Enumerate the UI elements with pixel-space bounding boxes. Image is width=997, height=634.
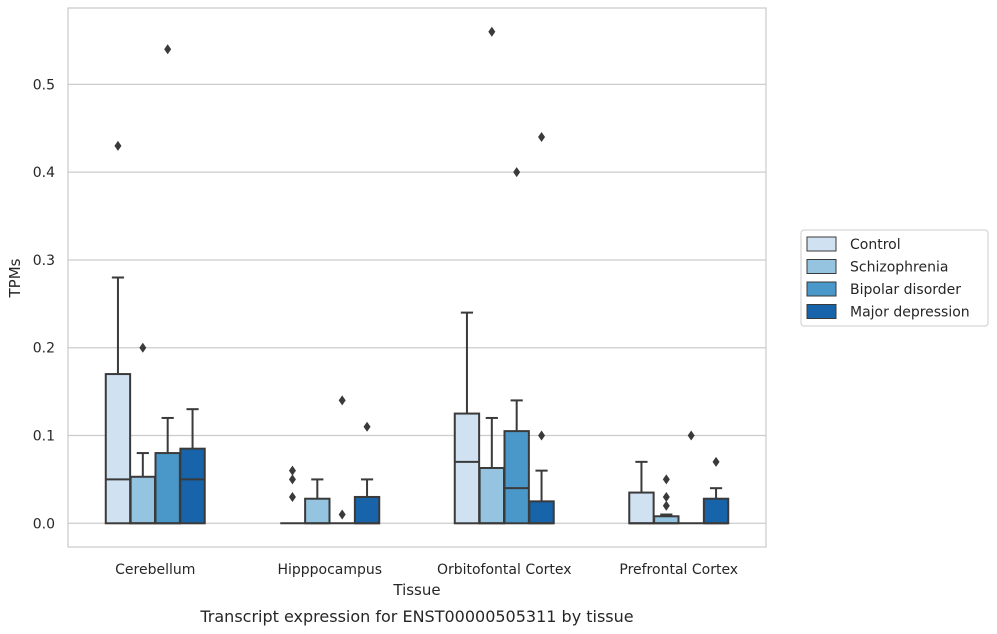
box-major-depression	[528, 132, 555, 525]
box-body	[353, 495, 381, 525]
box-body	[453, 412, 481, 525]
box-bipolar-disorder	[329, 395, 355, 525]
x-tick-label: Orbitofontal Cortex	[437, 562, 572, 578]
box-body	[304, 497, 331, 525]
outlier-point	[538, 430, 546, 441]
outlier-point	[288, 465, 296, 476]
box-schizophrenia	[304, 478, 331, 525]
outlier-point	[288, 474, 296, 485]
y-tick-label: 0.2	[33, 341, 55, 357]
box-body	[478, 466, 506, 525]
box-groups	[104, 26, 730, 525]
legend-swatch	[806, 259, 837, 274]
outlier-point	[288, 491, 296, 502]
outlier-point	[538, 132, 546, 143]
x-tick-label: Prefrontal Cortex	[619, 562, 738, 578]
box-body	[154, 452, 181, 525]
box-control	[453, 311, 481, 525]
x-tick-label: Cerebellum	[115, 562, 195, 578]
outlier-point	[662, 491, 670, 502]
legend-label: Schizophrenia	[850, 260, 948, 276]
x-tick-label: Hipppocampus	[277, 562, 382, 578]
box-control	[280, 465, 305, 525]
outlier-point	[687, 430, 695, 441]
outlier-point	[164, 44, 172, 55]
outlier-point	[338, 395, 346, 406]
y-tick-label: 0.5	[33, 77, 55, 93]
chart-caption: Transcript expression for ENST0000050531…	[199, 607, 633, 626]
legend-label: Control	[850, 237, 901, 253]
box-body	[104, 373, 132, 525]
box-control	[628, 460, 655, 525]
y-axis-ticks: 0.0 0.1 0.2 0.3 0.4 0.5	[33, 77, 55, 532]
plot-frame	[67, 7, 767, 548]
outlier-point	[662, 474, 670, 485]
legend-swatch	[806, 281, 837, 297]
legend: Control Schizophrenia Bipolar disorder Majo…	[800, 229, 989, 327]
box-major-depression	[702, 456, 730, 525]
outlier-point	[114, 140, 122, 151]
box-schizophrenia	[129, 342, 157, 525]
box-bipolar-disorder	[678, 430, 704, 525]
box-body	[503, 430, 530, 525]
box-control	[104, 140, 132, 525]
box-body	[129, 475, 157, 525]
box-major-depression	[353, 421, 381, 525]
legend-frame	[800, 229, 989, 327]
y-tick-label: 0.4	[33, 165, 55, 181]
outlier-point	[662, 500, 670, 511]
box-bipolar-disorder	[503, 167, 530, 525]
y-tick-label: 0.0	[33, 516, 55, 532]
outlier-point	[488, 26, 496, 37]
box-major-depression	[179, 408, 206, 525]
outlier-point	[338, 509, 346, 520]
legend-swatch	[806, 304, 837, 319]
outlier-point	[363, 421, 371, 432]
y-tick-label: 0.3	[33, 253, 55, 269]
box-body	[628, 491, 655, 525]
outlier-point	[513, 167, 521, 178]
y-tick-label: 0.1	[33, 429, 55, 445]
x-axis-ticks: Cerebellum Hipppocampus Orbitofontal Corte…	[115, 562, 738, 578]
legend-swatch	[806, 236, 837, 252]
box-schizophrenia	[653, 474, 680, 525]
x-axis-label: Tissue	[392, 581, 440, 599]
outlier-point	[139, 342, 147, 353]
box-body	[528, 500, 555, 525]
legend-label: Major depression	[850, 305, 970, 321]
y-axis-label: TPMs	[6, 258, 24, 298]
box-body	[179, 447, 206, 525]
outlier-point	[712, 456, 720, 467]
box-body	[653, 515, 680, 525]
legend-label: Bipolar disorder	[850, 282, 961, 298]
box-body	[702, 497, 730, 525]
